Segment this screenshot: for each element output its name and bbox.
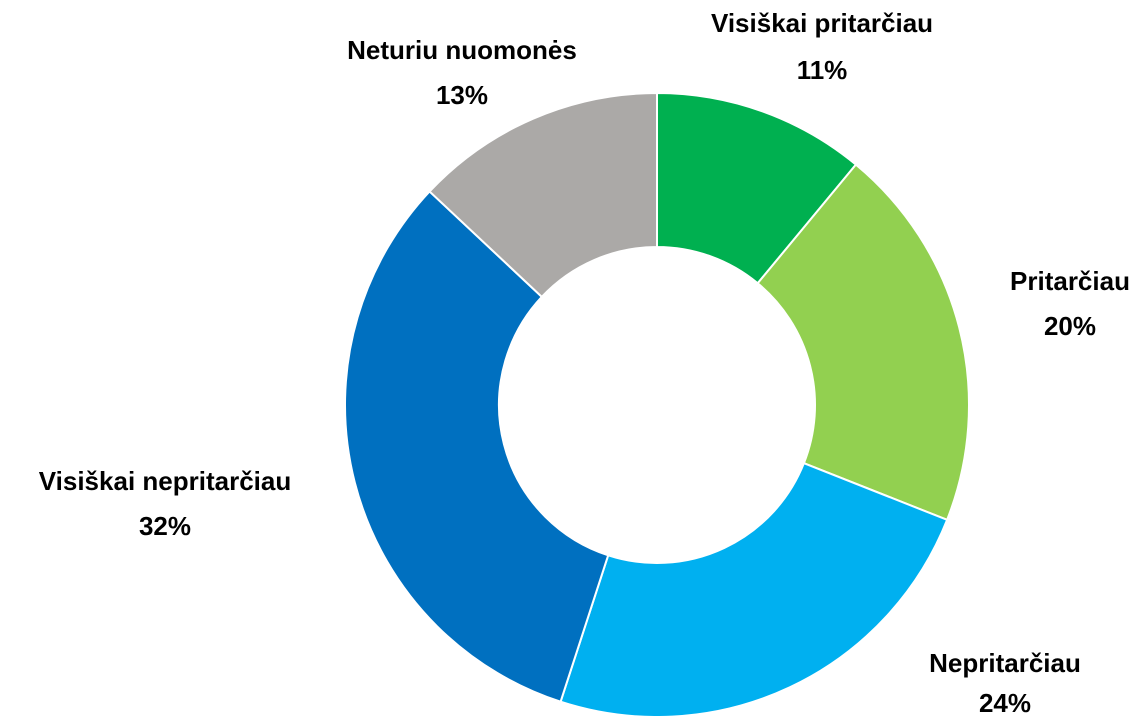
donut-slice — [428, 91, 658, 299]
donut-slice — [559, 461, 949, 716]
slice-label: Neturiu nuomonės — [347, 35, 577, 65]
value-label: 24% — [979, 688, 1031, 716]
slice-label: Nepritarčiau — [929, 648, 1081, 678]
slice-label: Visiškai pritarčiau — [711, 8, 933, 38]
value-label: 32% — [139, 511, 191, 541]
slice-label: Visiškai nepritarčiau — [39, 466, 291, 496]
value-label: 11% — [797, 55, 848, 85]
donut-slice — [756, 163, 970, 522]
value-label: 13% — [436, 80, 488, 110]
value-label: 20% — [1044, 311, 1096, 341]
donut-slice — [344, 190, 610, 703]
slice-label: Pritarčiau — [1010, 266, 1130, 296]
